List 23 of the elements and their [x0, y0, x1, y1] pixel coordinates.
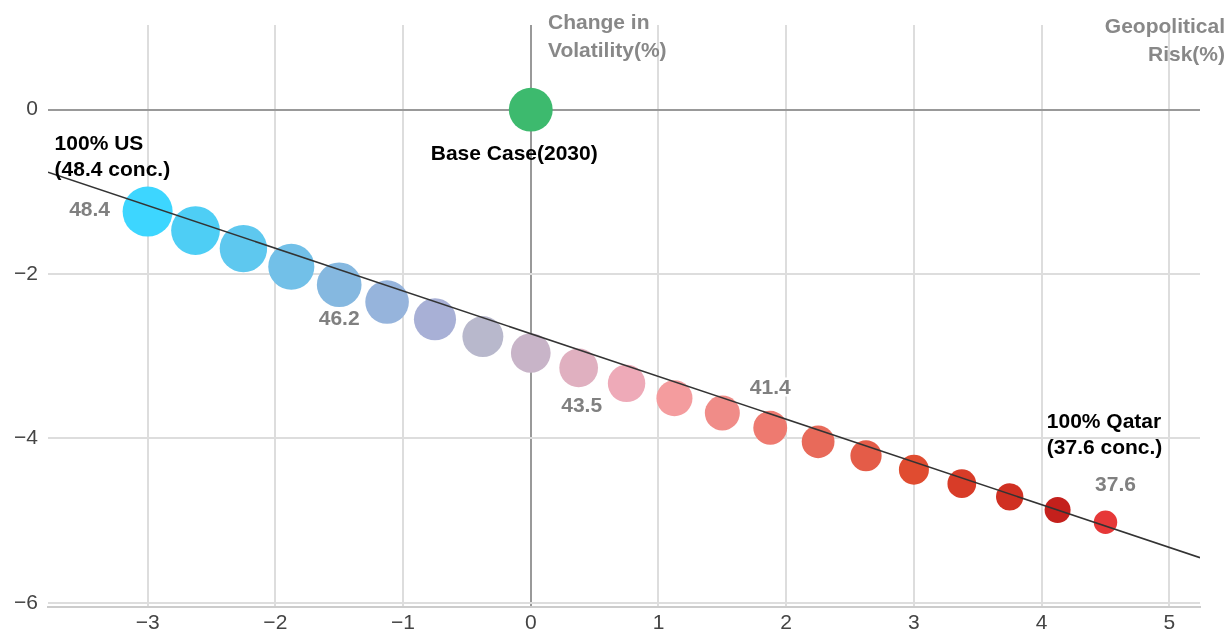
annotation: 46.2	[318, 306, 360, 330]
x-tick-label: 1	[652, 610, 665, 634]
x-tick-label: 0	[524, 610, 537, 634]
annotation: Base Case(2030)	[430, 140, 598, 164]
y-tick-label: −2	[14, 260, 38, 284]
annotation: 48.4	[69, 196, 111, 220]
x-tick-label: 4	[1035, 610, 1048, 634]
x-axis-title: Geopolitical Risk(%)	[1103, 13, 1225, 67]
annotation: 100% US (48.4 conc.)	[54, 130, 171, 180]
y-tick-label: −6	[14, 589, 38, 613]
x-tick-label: 5	[1163, 610, 1176, 634]
x-tick-label: −3	[135, 610, 160, 634]
y-tick-label: −4	[14, 425, 39, 449]
x-tick-label: −2	[263, 610, 288, 634]
x-tick-label: −1	[391, 610, 416, 634]
annotation: 41.4	[749, 375, 791, 399]
y-axis-title: Change in Volatility(%)	[548, 9, 668, 63]
x-tick-label: 3	[908, 610, 920, 634]
y-tick-label: 0	[26, 96, 38, 120]
annotation: 43.5	[561, 393, 603, 417]
x-tick-label: 2	[780, 610, 793, 634]
annotation: 37.6	[1095, 471, 1136, 495]
annotation: 100% Qatar (37.6 conc.)	[1046, 409, 1163, 459]
